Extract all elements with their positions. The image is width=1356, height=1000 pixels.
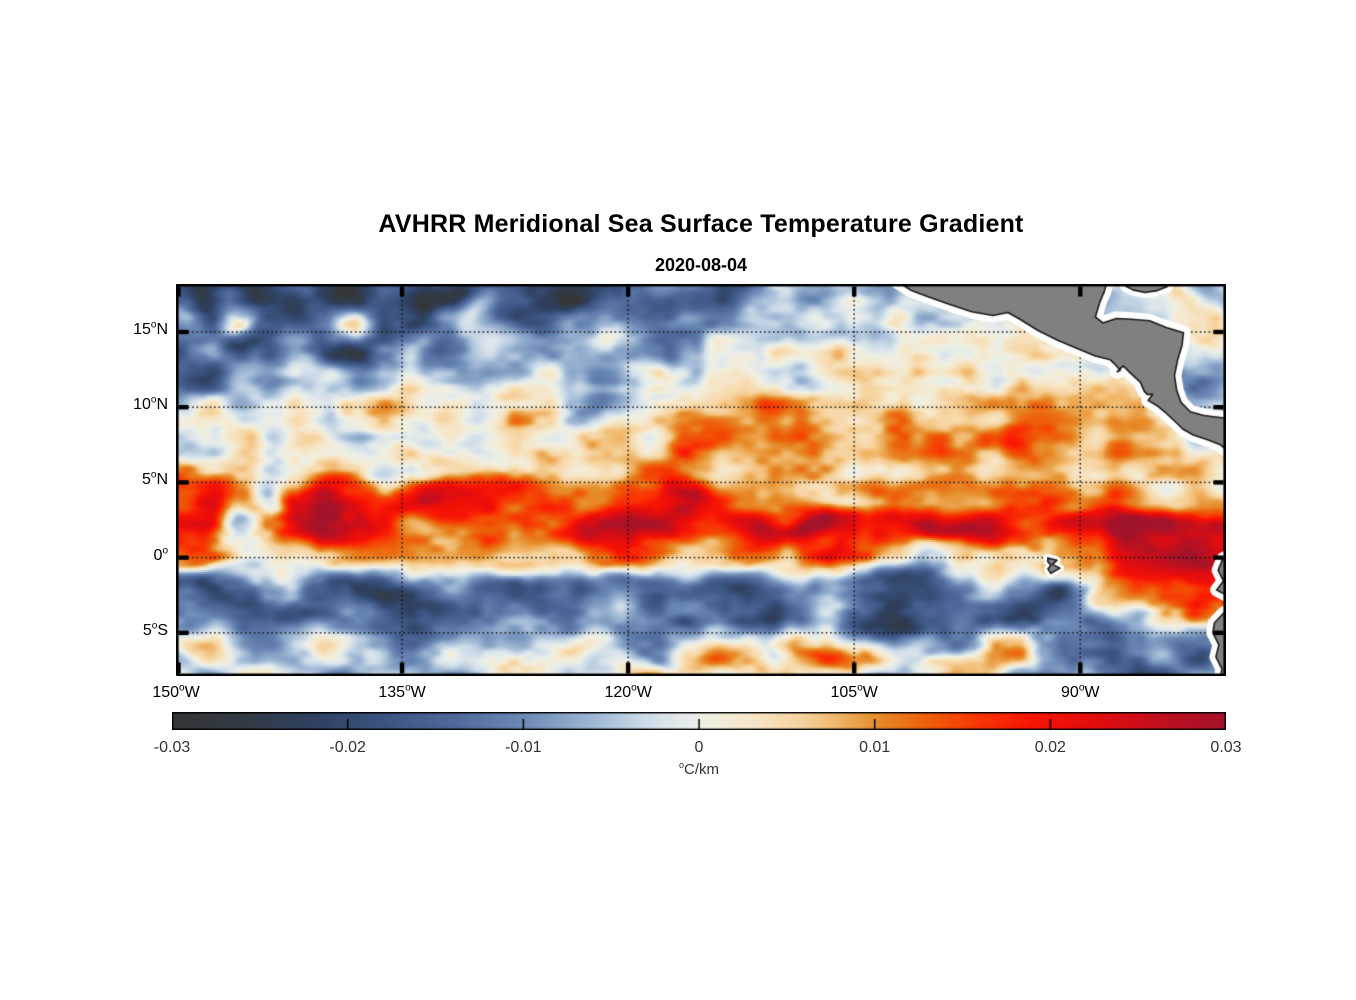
tick-label-text: N — [156, 471, 168, 489]
tick-label-text: o — [1078, 682, 1085, 694]
unit-text: C/km — [684, 761, 719, 778]
tick-label-text: W — [184, 684, 200, 701]
colorbar-tick-label: 0.03 — [1210, 739, 1242, 756]
tick-label-text: o — [405, 682, 411, 694]
tick-label-text: o — [857, 682, 863, 694]
tick-label-text: 10 — [133, 396, 151, 414]
chart-subtitle: 2020-08-04 — [654, 255, 748, 275]
colorbar-unit-label: oC/km — [172, 760, 1226, 779]
tick-label-text: 120 — [604, 684, 632, 701]
tick-label-text: N — [156, 396, 168, 414]
tick-label-text: 0 — [153, 546, 163, 564]
tick-label-text: 150 — [152, 684, 180, 701]
colorbar-tick-label: 0.01 — [859, 739, 891, 756]
x-tick-label: 120oW — [583, 682, 673, 702]
x-tick-label: 105oW — [809, 682, 899, 702]
y-tick-label: 5oN — [142, 471, 168, 489]
colorbar-tick-label: 0.02 — [1034, 739, 1066, 756]
y-tick-label: 15oN — [133, 319, 168, 339]
map-canvas — [176, 284, 1226, 676]
tick-label-text: o — [151, 620, 158, 632]
colorbar-tick-label: -0.02 — [329, 739, 366, 756]
tick-label-text: o — [162, 545, 168, 557]
degree-superscript: o — [678, 760, 684, 770]
tick-label-text: W — [1084, 684, 1100, 701]
tick-label-text: o — [150, 394, 157, 406]
tick-label-text: W — [862, 684, 878, 701]
tick-label-text: 5 — [141, 471, 151, 489]
tick-label-text: 90 — [1061, 684, 1079, 701]
y-tick-label: 5oS — [142, 620, 168, 640]
tick-label-text: o — [150, 319, 157, 331]
x-tick-label: 135oW — [357, 682, 447, 702]
tick-label-text: S — [157, 621, 168, 639]
tick-label-text: o — [179, 682, 185, 694]
tick-label-text: o — [631, 682, 637, 694]
tick-label-text: W — [410, 684, 426, 701]
y-tick-label: 10oN — [133, 394, 168, 414]
tick-label-text: 5 — [142, 621, 152, 639]
colorbar-tick-label: -0.01 — [505, 739, 542, 756]
colorbar-tick-label: -0.03 — [153, 739, 191, 756]
x-tick-label: 150oW — [131, 682, 221, 702]
y-tick-label: 0o — [153, 545, 168, 565]
tick-label-text: N — [156, 320, 168, 338]
colorbar-canvas — [172, 712, 1226, 730]
x-tick-label: 90oW — [1035, 682, 1125, 702]
tick-label-text: 15 — [133, 320, 151, 338]
tick-label-text: 135 — [378, 684, 406, 701]
chart-title: AVHRR Meridional Sea Surface Temperature… — [378, 210, 1024, 238]
tick-label-text: o — [150, 470, 157, 482]
tick-label-text: 105 — [830, 684, 858, 701]
colorbar-tick-label: 0 — [694, 739, 704, 756]
tick-label-text: W — [636, 684, 652, 701]
